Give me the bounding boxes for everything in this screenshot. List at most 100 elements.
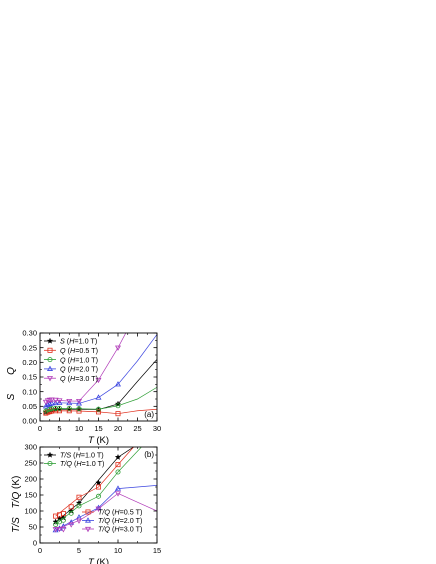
data-point-t-q-h-1-0-t (96, 493, 102, 499)
legend-label: S (H=1.0 T) (60, 337, 97, 346)
legend-marker (85, 509, 91, 515)
legend-marker (47, 365, 53, 371)
x-tick-label: 10 (114, 546, 122, 555)
legend-item-q-h-3-0-t: Q (H=3.0 T) (44, 374, 98, 383)
x-tick-label: 5 (57, 424, 61, 433)
data-point-q-h-3-0-t (48, 397, 55, 403)
y-tick-label: 250 (24, 459, 37, 468)
data-point-q-h-2-0-t (52, 399, 59, 406)
data-point-q-h-3-0-t (115, 345, 121, 351)
x-tick-label: 25 (133, 424, 141, 433)
data-point-q-h-3-0-t (66, 398, 73, 405)
legend-item-t-q-h-3-0-t: T/Q (H=3.0 T) (82, 525, 142, 534)
panel-label: (b) (144, 450, 154, 459)
legend-label: T/S (H=1.0 T) (60, 451, 104, 460)
y-tick-label: 0.30 (22, 329, 37, 338)
data-point-q-h-2-0-t (76, 400, 82, 406)
data-point-q-h-2-0-t (95, 394, 102, 400)
y-axis-title: T/Q (K) (11, 476, 22, 509)
y-tick-label: 0.15 (22, 373, 37, 382)
data-point-q-h-1-0-t (76, 406, 82, 412)
data-point-q-h-2-0-t (48, 400, 55, 406)
legend-item-t-q-h-1-0-t: T/Q (H=1.0 T) (44, 459, 104, 468)
data-point-t-s-h-1-0-t (95, 479, 102, 486)
fit-line-q-h-1-0-t (45, 386, 157, 412)
legend-item-t-q-h-0-5-t: T/Q (H=0.5 T) (82, 508, 142, 517)
data-point-t-q-h-0-5-t (96, 484, 102, 490)
data-point-q-h-1-0-t (66, 405, 72, 411)
data-point-q-h-2-0-t (46, 400, 53, 407)
y-tick-label: 0.20 (22, 358, 37, 367)
data-point-t-q-h-2-0-t (115, 485, 121, 491)
fit-line-t-q-h-1-0-t (55, 447, 142, 525)
data-point-q-h-1-0-t (115, 403, 121, 409)
y-tick-label: 0.05 (22, 402, 37, 411)
legend-item-t-s-h-1-0-t: T/S (H=1.0 T) (44, 451, 104, 460)
data-point-t-q-h-3-0-t (76, 518, 82, 524)
data-point-q-h-2-0-t (66, 399, 73, 406)
plot-data (42, 333, 157, 417)
legend-marker (46, 451, 54, 458)
y-tick-label: 100 (24, 507, 37, 516)
legend-marker (47, 376, 53, 382)
data-point-t-q-h-3-0-t (52, 527, 59, 533)
data-point-t-q-h-3-0-t (56, 526, 63, 533)
y-tick-label: 0 (33, 539, 37, 548)
data-point-t-q-h-1-0-t (53, 521, 59, 527)
y-tick-label: 0.10 (22, 387, 37, 396)
y-tick-label: 0.00 (22, 417, 37, 426)
y-tick-label: 50 (29, 523, 37, 532)
data-point-t-q-h-1-0-t (76, 503, 82, 509)
legend-label: T/Q (H=2.0 T) (98, 516, 142, 525)
x-tick-label: 30 (153, 424, 161, 433)
data-point-t-q-h-1-0-t (68, 510, 74, 516)
legend-label: T/Q (H=0.5 T) (98, 508, 142, 517)
legend-item-s-h-1-0-t: S (H=1.0 T) (44, 337, 97, 346)
data-point-t-q-h-3-0-t (95, 506, 102, 512)
fit-line-q-h-0-5-t (45, 408, 157, 415)
data-point-t-q-h-0-5-t (68, 504, 74, 510)
data-point-q-h-3-0-t (42, 399, 49, 406)
fit-line-t-q-h-2-0-t (55, 485, 157, 531)
data-point-q-h-2-0-t (115, 381, 121, 387)
legend-label: T/Q (H=1.0 T) (60, 459, 104, 468)
data-point-t-q-h-0-5-t (76, 494, 82, 500)
legend-label: Q (H=1.0 T) (60, 355, 98, 364)
x-tick-label: 0 (38, 546, 42, 555)
fit-line-t-q-h-3-0-t (55, 492, 157, 530)
y-axis-title: S (6, 393, 17, 400)
data-point-q-h-3-0-t (52, 397, 59, 404)
x-tick-label: 15 (94, 424, 102, 433)
y-axis-title: T/S (11, 517, 22, 533)
legend-marker (85, 517, 91, 523)
legend-marker (46, 337, 54, 344)
legend-marker (47, 460, 53, 466)
fit-line-q-h-3-0-t (45, 333, 127, 403)
y-tick-label: 150 (24, 491, 37, 500)
data-point-t-q-h-0-5-t (115, 462, 121, 468)
data-point-q-h-1-0-t (57, 405, 63, 411)
y-tick-label: 200 (24, 475, 37, 484)
fit-line-t-q-h-0-5-t (55, 447, 134, 517)
data-point-t-q-h-2-0-t (68, 519, 75, 525)
x-axis-title: T (K) (88, 557, 109, 564)
data-point-t-q-h-3-0-t (115, 491, 121, 497)
data-point-t-q-h-1-0-t (60, 517, 66, 523)
data-point-q-h-2-0-t (44, 401, 51, 407)
data-point-t-q-h-0-5-t (60, 511, 66, 517)
legend-marker (47, 347, 53, 353)
legend-item-t-q-h-2-0-t: T/Q (H=2.0 T) (82, 516, 142, 525)
panel-label: (a) (144, 410, 154, 419)
x-axis-title: T (K) (88, 435, 109, 446)
data-point-q-h-1-0-t (96, 406, 102, 412)
legend-label: Q (H=2.0 T) (60, 365, 98, 374)
legend-label: Q (H=3.0 T) (60, 374, 98, 383)
x-tick-label: 15 (153, 546, 161, 555)
y-axis-title: Q (6, 367, 17, 375)
legend-marker (47, 357, 53, 363)
data-point-q-h-2-0-t (56, 399, 63, 405)
plot-data (52, 447, 157, 533)
x-tick-label: 20 (114, 424, 122, 433)
